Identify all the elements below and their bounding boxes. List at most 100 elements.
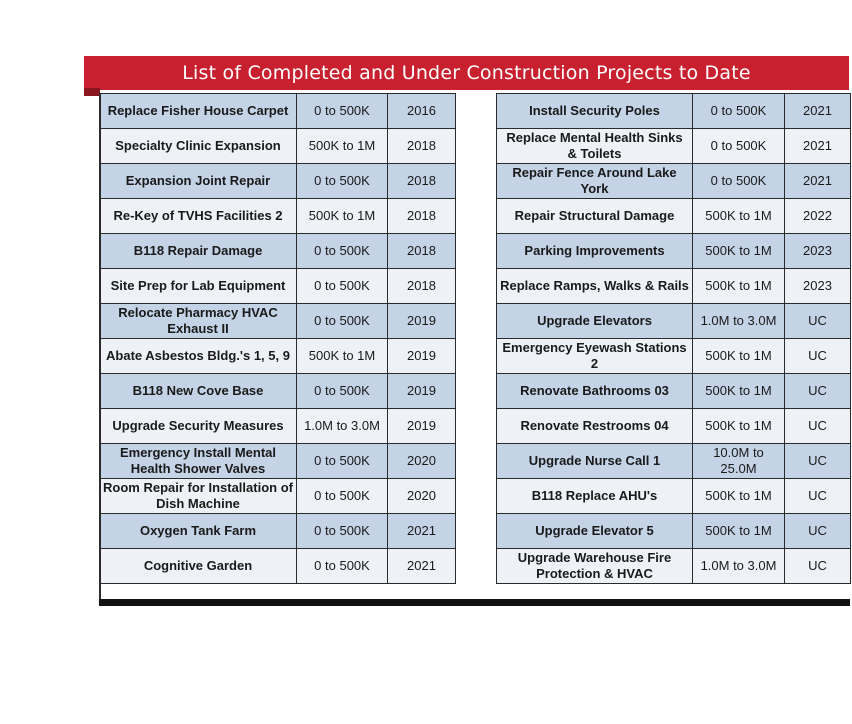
- year-cell: UC: [784, 303, 851, 339]
- cost-range-cell: 1.0M to 3.0M: [692, 303, 785, 339]
- year-cell: 2021: [387, 513, 456, 549]
- project-name-cell: Upgrade Elevators: [496, 303, 693, 339]
- project-name-cell: Renovate Restrooms 04: [496, 408, 693, 444]
- cost-range-cell: 500K to 1M: [692, 373, 785, 409]
- cost-range-cell: 500K to 1M: [692, 233, 785, 269]
- year-cell: 2019: [387, 408, 456, 444]
- cost-range-cell: 10.0M to 25.0M: [692, 443, 785, 479]
- cost-range-cell: 500K to 1M: [296, 128, 388, 164]
- table-row: Re-Key of TVHS Facilities 2 500K to 1M 201…: [99, 198, 456, 234]
- year-cell: 2022: [784, 198, 851, 234]
- cost-range-cell: 0 to 500K: [296, 478, 388, 514]
- table-row: Oxygen Tank Farm 0 to 500K 2021: [99, 513, 456, 549]
- year-cell: UC: [784, 408, 851, 444]
- cost-range-cell: 0 to 500K: [296, 268, 388, 304]
- year-cell: UC: [784, 373, 851, 409]
- project-name-cell: B118 New Cove Base: [99, 373, 297, 409]
- year-cell: 2019: [387, 338, 456, 374]
- year-cell: 2018: [387, 268, 456, 304]
- year-cell: UC: [784, 478, 851, 514]
- project-name-cell: B118 Repair Damage: [99, 233, 297, 269]
- project-name-cell: Replace Ramps, Walks & Rails: [496, 268, 693, 304]
- project-name-cell: Replace Mental Health Sinks & Toilets: [496, 128, 693, 164]
- year-cell: UC: [784, 548, 851, 584]
- cost-range-cell: 0 to 500K: [296, 163, 388, 199]
- project-name-cell: Oxygen Tank Farm: [99, 513, 297, 549]
- year-cell: 2023: [784, 233, 851, 269]
- banner-fold: [84, 88, 100, 96]
- table-row: Upgrade Elevator 5 500K to 1M UC: [496, 513, 851, 549]
- table-row: B118 Replace AHU's 500K to 1M UC: [496, 478, 851, 514]
- cost-range-cell: 0 to 500K: [296, 548, 388, 584]
- right-projects-table: Install Security Poles 0 to 500K 2021 Repla…: [496, 93, 851, 584]
- year-cell: 2019: [387, 303, 456, 339]
- cost-range-cell: 500K to 1M: [692, 408, 785, 444]
- project-name-cell: Relocate Pharmacy HVAC Exhaust II: [99, 303, 297, 339]
- table-row: Upgrade Nurse Call 1 10.0M to 25.0M UC: [496, 443, 851, 479]
- cost-range-cell: 0 to 500K: [296, 233, 388, 269]
- cost-range-cell: 0 to 500K: [692, 163, 785, 199]
- project-name-cell: Re-Key of TVHS Facilities 2: [99, 198, 297, 234]
- cost-range-cell: 0 to 500K: [692, 128, 785, 164]
- table-row: Install Security Poles 0 to 500K 2021: [496, 93, 851, 129]
- year-cell: 2020: [387, 478, 456, 514]
- cost-range-cell: 0 to 500K: [296, 303, 388, 339]
- table-row: Abate Asbestos Bldg.'s 1, 5, 9 500K to 1M…: [99, 338, 456, 374]
- table-row: Parking Improvements 500K to 1M 2023: [496, 233, 851, 269]
- year-cell: 2020: [387, 443, 456, 479]
- cost-range-cell: 0 to 500K: [296, 93, 388, 129]
- year-cell: 2023: [784, 268, 851, 304]
- cost-range-cell: 500K to 1M: [692, 513, 785, 549]
- project-name-cell: Upgrade Security Measures: [99, 408, 297, 444]
- cost-range-cell: 500K to 1M: [692, 268, 785, 304]
- table-row: B118 New Cove Base 0 to 500K 2019: [99, 373, 456, 409]
- year-cell: UC: [784, 443, 851, 479]
- project-name-cell: Renovate Bathrooms 03: [496, 373, 693, 409]
- project-name-cell: Replace Fisher House Carpet: [99, 93, 297, 129]
- table-row: Replace Fisher House Carpet 0 to 500K 2016: [99, 93, 456, 129]
- project-name-cell: Repair Fence Around Lake York: [496, 163, 693, 199]
- project-name-cell: Upgrade Warehouse Fire Protection & HVAC: [496, 548, 693, 584]
- year-cell: 2018: [387, 198, 456, 234]
- table-row: Expansion Joint Repair 0 to 500K 2018: [99, 163, 456, 199]
- project-name-cell: Repair Structural Damage: [496, 198, 693, 234]
- project-name-cell: Abate Asbestos Bldg.'s 1, 5, 9: [99, 338, 297, 374]
- cost-range-cell: 0 to 500K: [692, 93, 785, 129]
- cost-range-cell: 0 to 500K: [296, 443, 388, 479]
- table-row: Specialty Clinic Expansion 500K to 1M 2018: [99, 128, 456, 164]
- project-name-cell: Emergency Install Mental Health Shower V…: [99, 443, 297, 479]
- table-row: Upgrade Security Measures 1.0M to 3.0M 201…: [99, 408, 456, 444]
- table-row: Renovate Restrooms 04 500K to 1M UC: [496, 408, 851, 444]
- year-cell: UC: [784, 513, 851, 549]
- project-name-cell: Room Repair for Installation of Dish Mac…: [99, 478, 297, 514]
- project-name-cell: Site Prep for Lab Equipment: [99, 268, 297, 304]
- table-row: B118 Repair Damage 0 to 500K 2018: [99, 233, 456, 269]
- table-row: Repair Fence Around Lake York 0 to 500K 20…: [496, 163, 851, 199]
- cost-range-cell: 500K to 1M: [692, 478, 785, 514]
- title-banner: List of Completed and Under Construction…: [84, 56, 849, 90]
- year-cell: 2021: [784, 93, 851, 129]
- cost-range-cell: 0 to 500K: [296, 373, 388, 409]
- project-name-cell: Expansion Joint Repair: [99, 163, 297, 199]
- cost-range-cell: 500K to 1M: [692, 338, 785, 374]
- cost-range-cell: 500K to 1M: [296, 198, 388, 234]
- table-row: Replace Ramps, Walks & Rails 500K to 1M 20…: [496, 268, 851, 304]
- table-row: Upgrade Elevators 1.0M to 3.0M UC: [496, 303, 851, 339]
- table-row: Emergency Install Mental Health Shower V…: [99, 443, 456, 479]
- page-title: List of Completed and Under Construction…: [182, 62, 751, 84]
- table-row: Room Repair for Installation of Dish Mac…: [99, 478, 456, 514]
- project-name-cell: Install Security Poles: [496, 93, 693, 129]
- project-name-cell: Parking Improvements: [496, 233, 693, 269]
- project-name-cell: Upgrade Elevator 5: [496, 513, 693, 549]
- project-name-cell: Upgrade Nurse Call 1: [496, 443, 693, 479]
- year-cell: 2018: [387, 128, 456, 164]
- project-name-cell: B118 Replace AHU's: [496, 478, 693, 514]
- year-cell: 2019: [387, 373, 456, 409]
- year-cell: 2021: [784, 163, 851, 199]
- cost-range-cell: 500K to 1M: [692, 198, 785, 234]
- table-row: Upgrade Warehouse Fire Protection & HVAC…: [496, 548, 851, 584]
- table-row: Replace Mental Health Sinks & Toilets 0 t…: [496, 128, 851, 164]
- table-row: Renovate Bathrooms 03 500K to 1M UC: [496, 373, 851, 409]
- table-bottom-bar: [99, 599, 850, 606]
- year-cell: 2018: [387, 163, 456, 199]
